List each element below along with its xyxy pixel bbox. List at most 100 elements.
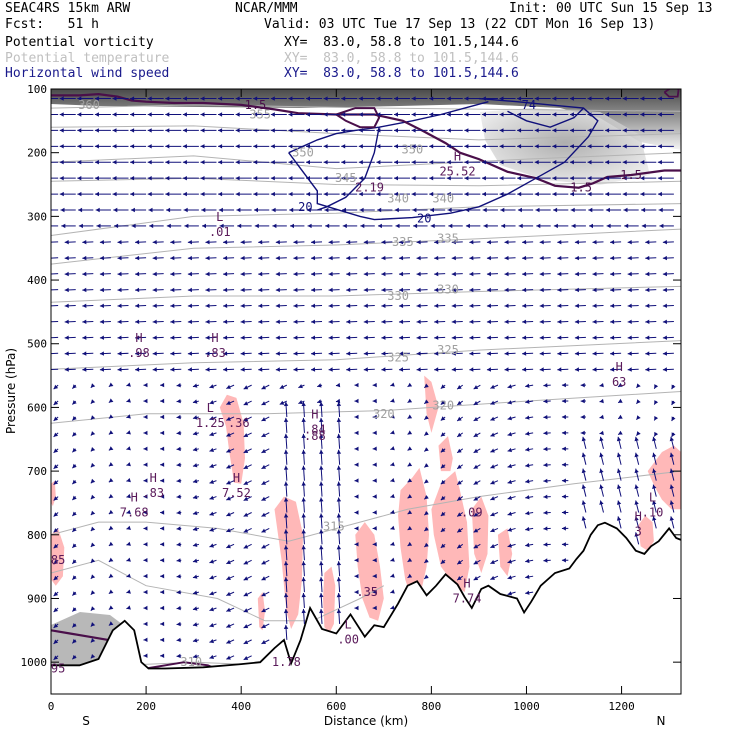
wind-vector-head: [59, 144, 64, 149]
wind-vector-966: [581, 500, 587, 513]
wind-vector-1052: [301, 545, 306, 561]
wind-vector-head: [53, 416, 59, 421]
wind-vector-725: [143, 414, 148, 420]
wind-vector-1029: [440, 543, 446, 549]
wind-vector-858: [581, 452, 587, 465]
wind-vector-668: [407, 382, 413, 388]
wind-vector-664: [335, 382, 341, 388]
wind-vector-610: [645, 351, 657, 356]
wind-vector-1027: [407, 541, 413, 547]
extremum-value-17: 7.74: [453, 591, 482, 605]
wind-vector-head: [108, 573, 114, 578]
wind-vector-head: [553, 223, 558, 229]
wind-vector-1121: [126, 605, 131, 610]
wind-vector-237: [411, 191, 428, 197]
wind-vector-513: [205, 319, 217, 324]
wind-vector-561: [416, 335, 428, 340]
theta-contour-3: [51, 177, 681, 187]
wind-vector-head: [187, 367, 192, 372]
wind-vector-1116: [525, 590, 534, 595]
wind-vector-90: [358, 128, 375, 133]
wind-vector-379: [381, 255, 393, 261]
wind-vector-head: [59, 112, 64, 117]
wind-vector-head: [152, 335, 157, 340]
wind-vector-993: [424, 526, 429, 532]
extremum-kind-10: H: [150, 471, 157, 485]
wind-vector-936: [53, 512, 59, 517]
wind-vector-head: [636, 415, 641, 420]
wind-vector-231: [306, 191, 323, 197]
wind-vector-112: [112, 144, 129, 149]
wind-vector-head: [126, 462, 131, 467]
wind-vector-head: [306, 160, 310, 165]
wind-vector-head: [407, 494, 413, 499]
wind-vector-head: [640, 96, 645, 101]
wind-vector-head: [53, 607, 59, 612]
wind-vector-297: [202, 223, 217, 229]
wind-vector-334: [223, 240, 235, 245]
wind-vector-head: [117, 319, 122, 324]
wind-vector-head: [616, 500, 622, 505]
wind-vector-head: [507, 400, 512, 405]
wind-vector-491: [451, 303, 463, 308]
wind-vector-head: [587, 160, 592, 165]
wind-vector-head: [94, 144, 99, 149]
wind-vector-head: [143, 526, 148, 531]
wind-vector-head: [399, 255, 404, 261]
wind-vector-371: [240, 255, 252, 261]
wind-vector-head: [126, 430, 131, 435]
wind-vector-902: [90, 494, 96, 500]
wind-vector-head: [535, 207, 540, 213]
wind-vector-head: [112, 176, 117, 181]
wind-vector-head: [662, 271, 667, 277]
wind-vector-235: [376, 191, 393, 197]
wind-vector-27: [517, 96, 534, 101]
wind-vector-776: [407, 430, 413, 435]
wind-vector-1007: [53, 543, 59, 549]
wind-vector-328: [117, 240, 129, 245]
wind-vector-12: [253, 96, 270, 101]
wind-vector-700: [335, 398, 341, 404]
wind-vector-head: [610, 351, 615, 356]
wind-vector-934: [652, 484, 657, 497]
wind-vector-259: [166, 207, 182, 213]
wind-vector-450: [363, 287, 375, 293]
wind-vector-head: [90, 542, 96, 547]
wind-vector-130: [429, 144, 446, 149]
wind-vector-head: [390, 382, 395, 387]
wind-vector-head: [657, 160, 662, 165]
wind-vector-head: [358, 128, 363, 133]
extremum-value-4: .83: [204, 346, 226, 360]
wind-vector-head: [539, 319, 544, 324]
wind-vector-head: [261, 576, 266, 581]
wind-vector-head: [53, 544, 59, 549]
wind-vector-head: [446, 191, 451, 197]
wind-vector-120: [253, 144, 270, 149]
wind-vector-head: [517, 144, 522, 149]
wind-vector-head: [209, 654, 214, 659]
wind-vector-625: [275, 367, 287, 372]
wind-vector-1015: [192, 542, 199, 547]
wind-vector-80: [182, 128, 199, 133]
wind-vector-449: [346, 287, 358, 293]
wind-vector-245: [552, 191, 569, 197]
wind-vector-52: [323, 112, 340, 117]
y-tick-label-2: 300: [27, 210, 47, 223]
wind-vector-377: [346, 255, 358, 261]
wind-vector-head: [94, 128, 99, 133]
wind-vector-head: [606, 223, 611, 229]
wind-vector-head: [376, 160, 381, 165]
wind-vector-466: [645, 287, 657, 293]
wind-vector-head: [580, 414, 585, 420]
wind-vector-1085: [354, 574, 359, 579]
wind-vector-head: [301, 577, 306, 582]
wind-vector-head: [243, 512, 249, 517]
wind-vector-898: [652, 468, 657, 481]
wind-vector-382: [434, 255, 446, 261]
wind-vector-head: [53, 400, 59, 405]
wind-vector-head: [499, 160, 504, 165]
wind-vector-1043: [143, 558, 148, 563]
wind-vector-1150: [301, 608, 306, 624]
wind-vector-head: [557, 255, 562, 261]
init-time: Init: 00 UTC Sun 15 Sep 13: [509, 1, 713, 16]
